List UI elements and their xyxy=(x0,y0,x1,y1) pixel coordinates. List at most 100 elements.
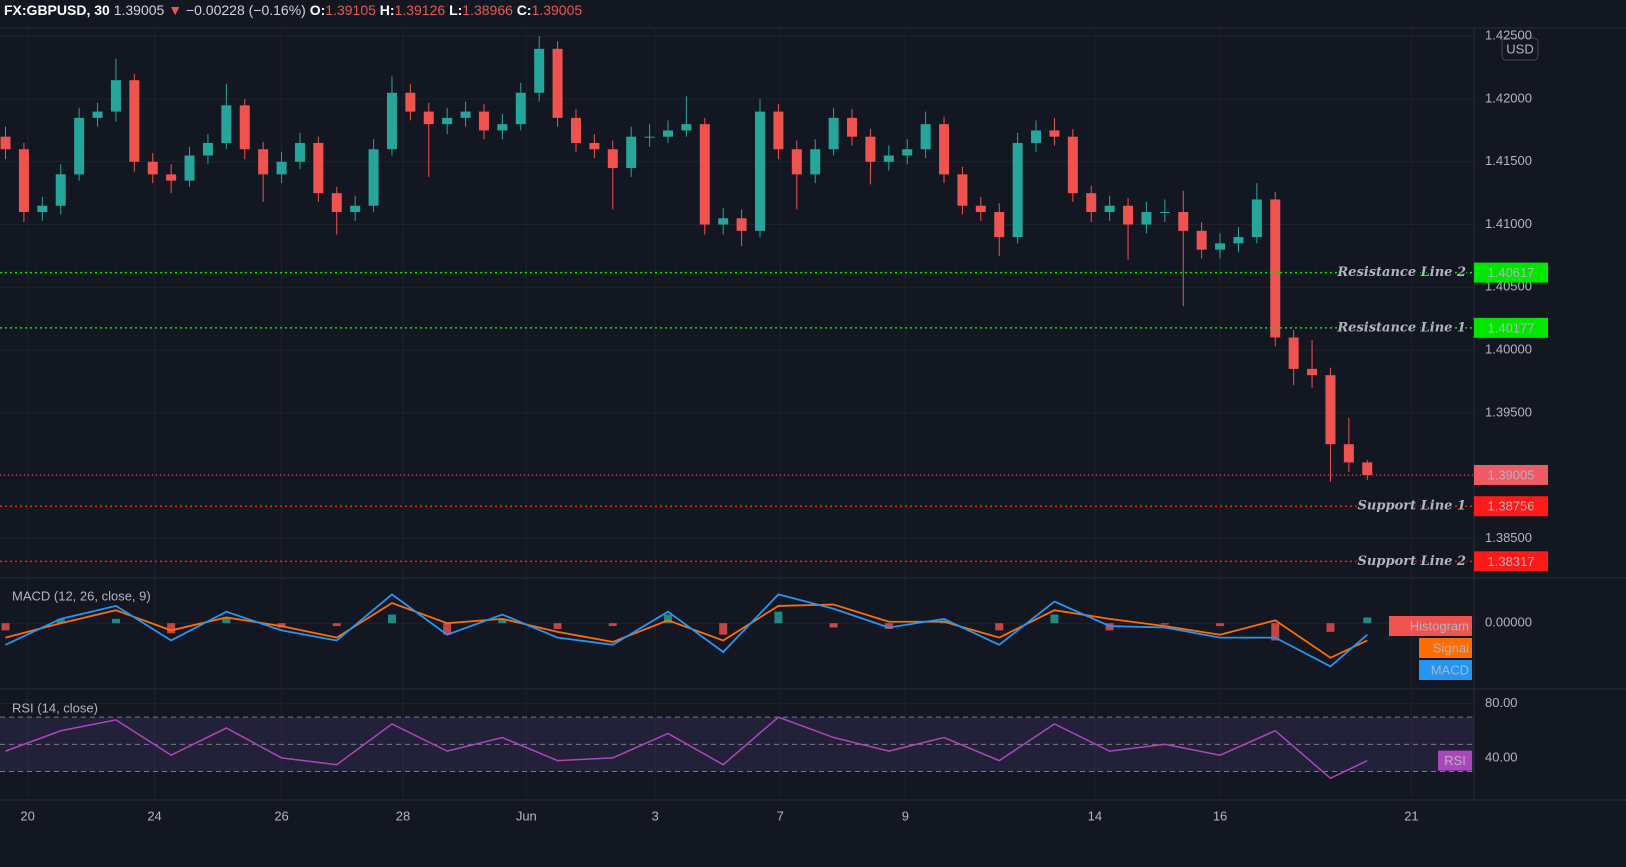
last-price: 1.39005 xyxy=(113,2,165,18)
candle-body xyxy=(626,136,637,169)
legend-label: RSI xyxy=(1444,753,1466,768)
histogram-bar xyxy=(1271,623,1280,641)
candle-body xyxy=(589,142,600,150)
legend-label: Histogram xyxy=(1410,618,1469,633)
histogram-bar xyxy=(56,618,65,624)
x-tick-label: 9 xyxy=(902,808,909,823)
candle-body xyxy=(92,111,103,118)
y-tick-label: 1.42000 xyxy=(1485,90,1532,105)
macd-line xyxy=(5,593,1368,668)
symbol: FX:GBPUSD, 30 xyxy=(4,2,110,18)
candle-body xyxy=(1362,462,1373,475)
candle-body xyxy=(37,205,48,212)
open-label: O: xyxy=(309,2,326,18)
candle-body xyxy=(18,149,29,212)
high-label: H: xyxy=(379,2,395,18)
level-name: Resistance Line 2 xyxy=(1336,265,1466,280)
header: FX:GBPUSD, 30 1.39005 ▼ −0.00228 (−0.16%… xyxy=(4,2,582,18)
candle-body xyxy=(166,174,177,181)
x-tick-label: 26 xyxy=(274,808,288,823)
candle-body xyxy=(681,124,692,131)
candle-body xyxy=(791,149,802,175)
candle-body xyxy=(0,136,11,150)
candle-body xyxy=(662,130,673,137)
candle-body xyxy=(331,193,342,212)
candle-body xyxy=(699,124,710,225)
candle-body xyxy=(552,48,563,118)
histogram-bar xyxy=(995,623,1004,631)
candle-body xyxy=(497,124,508,131)
y-tick-label: 0.00000 xyxy=(1485,615,1532,630)
histogram-bar xyxy=(111,618,120,624)
histogram-bar xyxy=(829,623,838,628)
candle-body xyxy=(1067,136,1078,194)
currency-box xyxy=(1501,37,1539,61)
candle-body xyxy=(1031,130,1042,143)
x-tick-label: 16 xyxy=(1213,808,1227,823)
candle-body xyxy=(607,149,618,169)
currency: USD xyxy=(1506,41,1533,56)
price-tag xyxy=(1474,317,1548,338)
y-tick-label: 1.42500 xyxy=(1485,28,1532,43)
candle-body xyxy=(920,124,931,150)
candle-body xyxy=(1343,444,1354,463)
y-tick-label: 80.00 xyxy=(1485,695,1518,710)
candle-body xyxy=(1104,205,1115,212)
candle-body xyxy=(478,111,489,131)
level-name: Support Line 2 xyxy=(1358,554,1466,569)
price-tag-label: 1.39005 xyxy=(1488,467,1535,482)
candle-body xyxy=(1049,130,1060,137)
legend-label: MACD xyxy=(1431,662,1469,677)
histogram-bar xyxy=(222,617,231,624)
level-name: Resistance Line 1 xyxy=(1336,320,1466,335)
candle-body xyxy=(368,149,379,206)
close-value: 1.39005 xyxy=(531,2,583,18)
histogram-bar xyxy=(608,623,617,627)
histogram-bar xyxy=(663,614,672,624)
close-label: C: xyxy=(516,2,532,18)
y-tick-label: 1.39500 xyxy=(1485,404,1532,419)
price-tag-label: 1.40177 xyxy=(1488,320,1535,335)
candle-body xyxy=(423,111,434,125)
histogram-bar xyxy=(1050,614,1059,624)
histogram-bar xyxy=(498,618,507,624)
histogram-bar xyxy=(167,623,176,634)
change: −0.00228 (−0.16%) xyxy=(185,2,306,18)
histogram-bar xyxy=(332,623,341,627)
histogram-bar xyxy=(553,623,562,629)
histogram-bar xyxy=(387,614,396,624)
x-tick-label: Jun xyxy=(516,808,537,823)
candle-body xyxy=(828,117,839,150)
candle-body xyxy=(55,174,66,206)
y-tick-label: 1.41500 xyxy=(1485,153,1532,168)
x-tick-label: 28 xyxy=(396,808,410,823)
candle-body xyxy=(129,80,140,162)
candle-body xyxy=(1307,368,1318,376)
pane-title: RSI (14, close) xyxy=(12,700,98,715)
histogram-bar xyxy=(774,611,783,624)
candle-body xyxy=(644,136,655,138)
candle-body xyxy=(1123,205,1134,225)
candle-body xyxy=(1270,199,1281,338)
candle-body xyxy=(1215,243,1226,250)
candle-body xyxy=(534,48,545,93)
candle-body xyxy=(258,149,269,175)
x-tick-label: 3 xyxy=(651,808,658,823)
price-tag xyxy=(1474,262,1548,283)
x-tick-label: 21 xyxy=(1404,808,1418,823)
histogram-bar xyxy=(443,623,452,635)
candle-body xyxy=(202,142,213,156)
y-tick-label: 1.38500 xyxy=(1485,530,1532,545)
candle-body xyxy=(1196,230,1207,250)
candle-body xyxy=(221,105,232,143)
histogram-bar xyxy=(1326,623,1335,632)
candle-body xyxy=(74,117,85,175)
down-arrow: ▼ xyxy=(168,2,183,18)
candle-body xyxy=(1251,199,1262,238)
x-tick-label: 20 xyxy=(20,808,34,823)
histogram-bar xyxy=(1363,617,1372,624)
price-tag xyxy=(1474,496,1548,517)
legend-label: Signal xyxy=(1433,640,1469,655)
candle-body xyxy=(883,155,894,162)
